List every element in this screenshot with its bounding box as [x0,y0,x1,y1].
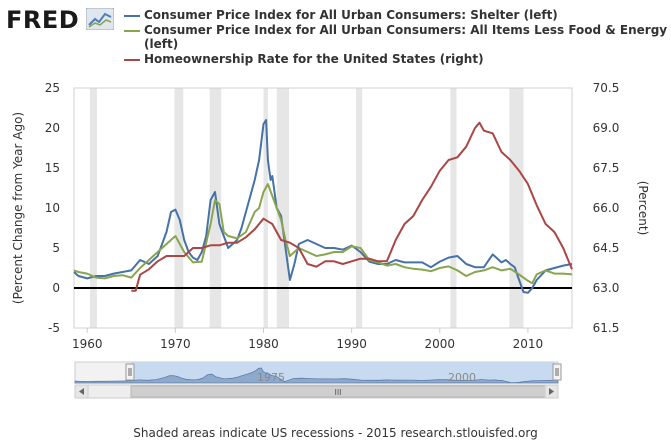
series-lines [73,119,573,294]
logo-text: FRED [6,6,80,34]
legend-item-homeownership[interactable]: Homeownership Rate for the United States… [124,52,669,66]
scrollbar[interactable]: III [74,384,559,399]
recession-bar [276,88,290,328]
legend-swatch-shelter [124,15,140,17]
recession-bar [209,88,222,328]
x-tick-label: 2000 [425,337,456,351]
right-tick-label: 69.0 [593,121,620,135]
left-tick-label: 15 [45,161,60,175]
x-tick-label: 1980 [248,337,279,351]
left-tick-label: 5 [52,241,60,255]
recession-note: Shaded areas indicate US recessions - 20… [133,426,538,440]
right-axis-label: (Percent) [636,181,650,236]
left-tick-label: -5 [48,321,60,335]
left-axis-label: (Percent Change from Year Ago) [11,112,25,304]
legend-swatch-homeownership [124,59,140,61]
navigator[interactable]: 1975 2000 [74,361,562,384]
shelter-line [73,119,573,294]
axes: -5 0 5 10 15 20 25 61.5 63.0 64.5 66.0 67.5 69.0 70.5… [45,81,620,351]
legend-label-homeownership: Homeownership Rate for the United States… [144,52,484,66]
legend-swatch-core [124,30,140,32]
navigator-label-2000: 2000 [448,371,476,384]
right-tick-label: 67.5 [593,161,620,175]
legend-label-shelter: Consumer Price Index for All Urban Consu… [144,8,558,22]
homeownership-line [131,121,573,292]
fred-logo: FRED [6,6,116,34]
recession-bar [89,88,97,328]
plot-frame [73,87,573,329]
chart-trend-icon [86,8,114,30]
recession-bar [509,88,524,328]
recession-shading [89,88,524,328]
x-tick-label: 1960 [72,337,103,351]
right-tick-label: 61.5 [593,321,620,335]
navigator-handle-left[interactable] [125,363,135,381]
right-tick-label: 70.5 [593,81,620,95]
recession-bar [174,88,184,328]
recession-bar [356,88,363,328]
navigator-label-1975: 1975 [257,371,285,384]
legend-item-core[interactable]: Consumer Price Index for All Urban Consu… [124,23,669,51]
legend-item-shelter[interactable]: Consumer Price Index for All Urban Consu… [124,8,669,22]
right-tick-label: 66.0 [593,201,620,215]
left-tick-label: 20 [45,121,60,135]
left-tick-label: 25 [45,81,60,95]
x-tick-label: 2010 [513,337,544,351]
recession-bar [450,88,457,328]
chart: -5 0 5 10 15 20 25 61.5 63.0 64.5 66.0 67.5 69.0 70.5… [11,81,650,399]
left-tick-label: 0 [52,281,60,295]
legend-label-core: Consumer Price Index for All Urban Consu… [144,23,668,51]
left-tick-label: 10 [45,201,60,215]
x-tick-label: 1990 [336,337,367,351]
legend: Consumer Price Index for All Urban Consu… [124,8,669,67]
right-tick-label: 63.0 [593,281,620,295]
scroll-grip: III [334,388,341,397]
arrow-right-icon [549,388,554,395]
x-tick-label: 1970 [160,337,191,351]
navigator-area [74,367,559,384]
navigator-handle-right[interactable] [552,363,562,381]
arrow-left-icon [79,388,84,395]
grid [73,87,573,329]
recession-bar [263,88,268,328]
right-tick-label: 64.5 [593,241,620,255]
